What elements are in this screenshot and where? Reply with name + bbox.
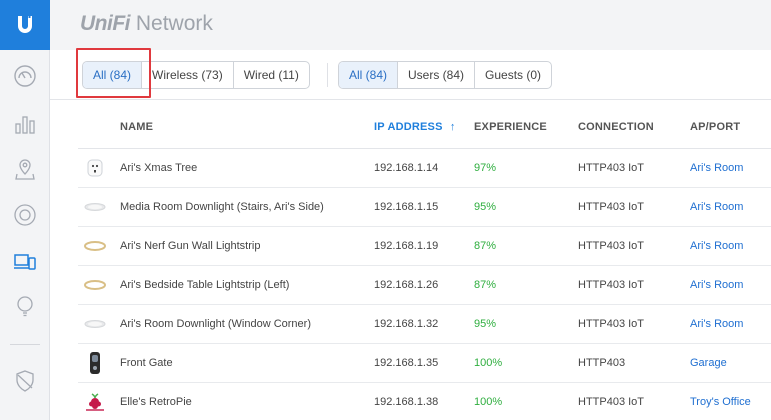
column-ap-port[interactable]: AP/PORT	[690, 121, 741, 133]
client-connection: HTTP403 IoT	[578, 162, 645, 174]
client-ap-link[interactable]: Ari's Room	[690, 201, 744, 213]
downlight-icon	[84, 313, 106, 335]
filter-all[interactable]: All (84)	[83, 62, 142, 88]
statistics-icon	[15, 116, 35, 134]
sidebar	[0, 0, 50, 420]
client-ip: 192.168.1.38	[374, 396, 439, 408]
brand-main: UniFi	[80, 12, 131, 35]
client-name[interactable]: Front Gate	[120, 357, 173, 369]
brand-sub: Network	[135, 12, 213, 35]
filter-wireless[interactable]: Wireless (73)	[141, 62, 233, 88]
smart-plug-icon	[84, 157, 106, 179]
client-ip: 192.168.1.32	[374, 318, 439, 330]
client-experience: 97%	[474, 162, 497, 174]
lightstrip-icon	[84, 235, 106, 257]
client-connection: HTTP403 IoT	[578, 240, 645, 252]
client-experience: 100%	[474, 396, 503, 408]
client-connection: HTTP403 IoT	[578, 201, 645, 213]
annotation-highlight	[76, 48, 151, 98]
client-experience: 87%	[474, 279, 497, 291]
client-connection: HTTP403 IoT	[578, 279, 645, 291]
ubiquiti-logo[interactable]	[0, 0, 50, 50]
clients-table: NAME IP ADDRESS ↑ EXPERIENCE CONNECTION …	[78, 101, 771, 420]
lightstrip-icon	[84, 274, 106, 296]
client-ap-link[interactable]: Ari's Room	[690, 318, 744, 330]
client-experience: 95%	[474, 201, 497, 213]
dashboard-icon	[14, 65, 36, 87]
client-ap-link[interactable]: Troy's Office	[690, 396, 751, 408]
sidebar-item-security[interactable]	[0, 361, 50, 401]
doorbell-icon	[84, 352, 106, 374]
client-ap-link[interactable]: Garage	[690, 357, 727, 369]
client-ip: 192.168.1.15	[374, 201, 439, 213]
filter-wired[interactable]: Wired (11)	[232, 62, 309, 88]
downlight-icon	[84, 196, 106, 218]
table-row[interactable]: Ari's Xmas Tree 192.168.1.14 97% HTTP403…	[78, 149, 771, 188]
table-row[interactable]: Ari's Room Downlight (Window Corner) 192…	[78, 305, 771, 344]
filter-bar: All (84) Wireless (73) Wired (11) All (8…	[50, 50, 771, 100]
client-ap-link[interactable]: Ari's Room	[690, 162, 744, 174]
column-ip-address[interactable]: IP ADDRESS ↑	[374, 121, 456, 133]
sidebar-item-devices[interactable]	[0, 195, 50, 235]
client-name[interactable]: Ari's Nerf Gun Wall Lightstrip	[120, 240, 261, 252]
app-title: UniFi Network	[80, 12, 213, 36]
client-ip: 192.168.1.14	[374, 162, 439, 174]
user-type-filter: All (84) Users (84) Guests (0)	[338, 61, 553, 89]
sidebar-item-statistics[interactable]	[0, 104, 50, 144]
column-name[interactable]: NAME	[120, 121, 154, 133]
client-name[interactable]: Ari's Bedside Table Lightstrip (Left)	[120, 279, 290, 291]
table-row[interactable]: Front Gate 192.168.1.35 100% HTTP403 Gar…	[78, 344, 771, 383]
sidebar-item-dashboard[interactable]	[0, 56, 50, 96]
table-header: NAME IP ADDRESS ↑ EXPERIENCE CONNECTION …	[78, 101, 771, 149]
top-bar: UniFi Network	[50, 0, 771, 50]
sidebar-item-map[interactable]	[0, 149, 50, 189]
filter-all-users[interactable]: All (84)	[339, 62, 398, 88]
client-ap-link[interactable]: Ari's Room	[690, 279, 744, 291]
client-experience: 95%	[474, 318, 497, 330]
sidebar-item-insights[interactable]	[0, 286, 50, 326]
client-name[interactable]: Ari's Xmas Tree	[120, 162, 198, 174]
client-connection: HTTP403 IoT	[578, 396, 645, 408]
client-ap-link[interactable]: Ari's Room	[690, 240, 744, 252]
column-connection[interactable]: CONNECTION	[578, 121, 654, 133]
filter-users[interactable]: Users (84)	[397, 62, 474, 88]
ubiquiti-u-icon	[18, 16, 32, 33]
filter-divider	[327, 63, 328, 87]
sidebar-divider	[10, 344, 40, 345]
table-row[interactable]: Ari's Bedside Table Lightstrip (Left) 19…	[78, 266, 771, 305]
client-connection: HTTP403 IoT	[578, 318, 645, 330]
connection-type-filter: All (84) Wireless (73) Wired (11)	[82, 61, 310, 89]
column-ip-label: IP ADDRESS	[374, 121, 443, 133]
client-ip: 192.168.1.35	[374, 357, 439, 369]
client-connection: HTTP403	[578, 357, 626, 369]
client-experience: 100%	[474, 357, 503, 369]
filter-guests[interactable]: Guests (0)	[474, 62, 551, 88]
map-icon	[15, 159, 35, 180]
sort-ascending-icon: ↑	[449, 121, 456, 133]
client-ip: 192.168.1.26	[374, 279, 439, 291]
client-name[interactable]: Media Room Downlight (Stairs, Ari's Side…	[120, 201, 324, 213]
sidebar-item-clients[interactable]	[0, 242, 50, 282]
raspberry-pi-icon	[84, 391, 106, 413]
insights-icon	[17, 296, 33, 317]
table-row[interactable]: Media Room Downlight (Stairs, Ari's Side…	[78, 188, 771, 227]
column-experience[interactable]: EXPERIENCE	[474, 121, 547, 133]
client-name[interactable]: Elle's RetroPie	[120, 396, 192, 408]
client-ip: 192.168.1.19	[374, 240, 439, 252]
clients-icon	[14, 254, 36, 270]
table-row[interactable]: Elle's RetroPie 192.168.1.38 100% HTTP40…	[78, 383, 771, 420]
shield-icon	[16, 370, 34, 392]
client-experience: 87%	[474, 240, 497, 252]
client-name[interactable]: Ari's Room Downlight (Window Corner)	[120, 318, 311, 330]
table-row[interactable]: Ari's Nerf Gun Wall Lightstrip 192.168.1…	[78, 227, 771, 266]
devices-icon	[14, 204, 36, 226]
